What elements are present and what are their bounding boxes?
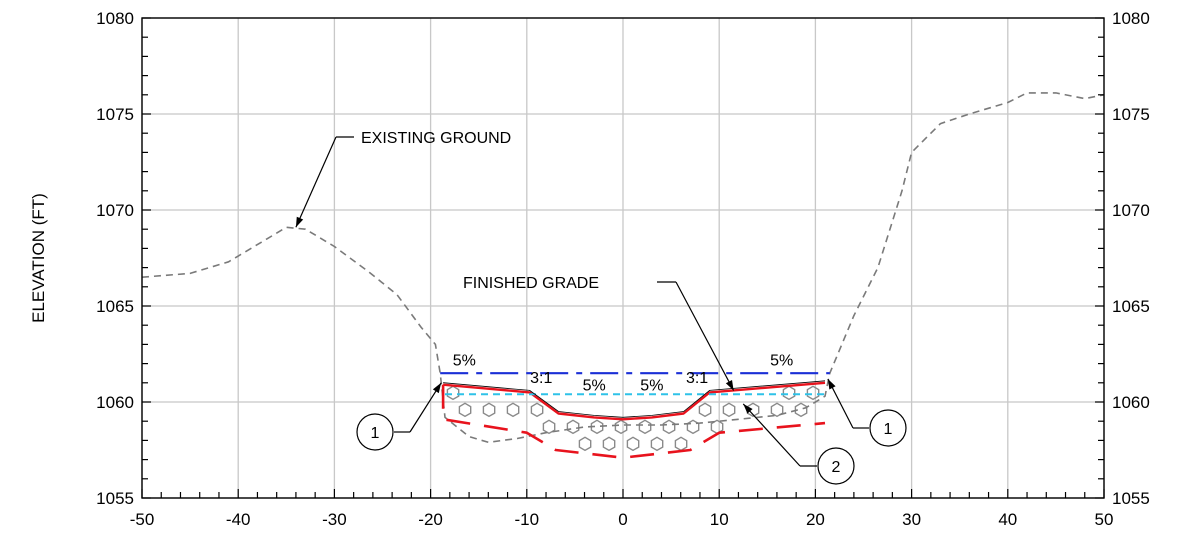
y-axis-label: ELEVATION (FT) — [29, 193, 48, 323]
x-tick-label: 30 — [902, 510, 921, 529]
x-tick-label: -20 — [418, 510, 443, 529]
x-tick-label: 0 — [618, 510, 627, 529]
gravel-hexagon — [578, 436, 592, 452]
annotations: 5% 5% 3:1 3:1 5% 5% EXISTING GROUND FINISHED GR… — [295, 130, 907, 485]
slope-label: 5% — [770, 353, 793, 370]
y-tick-label-left: 1080 — [96, 9, 134, 28]
y-tick-label-right: 1075 — [1112, 105, 1150, 124]
y-tick-label-right: 1065 — [1112, 297, 1150, 316]
gravel-hexagon — [482, 402, 496, 418]
tick-layer — [141, 17, 1105, 499]
x-tick-label: 20 — [806, 510, 825, 529]
slope-label: 3:1 — [686, 370, 708, 387]
grid — [141, 17, 1105, 499]
y-tick-label-right: 1080 — [1112, 9, 1150, 28]
gravel-hexagon — [626, 436, 640, 452]
x-tick-label: 10 — [710, 510, 729, 529]
y-tick-label-right: 1070 — [1112, 201, 1150, 220]
gravel-hexagon — [674, 436, 688, 452]
finished-grade-arrow — [675, 281, 735, 391]
series-subgrade — [441, 384, 826, 459]
y-tick-label-right: 1060 — [1112, 393, 1150, 412]
callout-number: 2 — [832, 459, 841, 476]
gravel-hexagon — [770, 402, 784, 418]
gravel-hexagon — [614, 419, 628, 435]
x-tick-label: -40 — [226, 510, 251, 529]
gravel-hexagon — [722, 402, 736, 418]
x-tick-label: 40 — [998, 510, 1017, 529]
gravel-hexagon — [566, 419, 580, 435]
finished-grade-arrow-head — [725, 380, 734, 391]
existing-ground-label: EXISTING GROUND — [361, 130, 511, 147]
gravel-hexagon — [530, 402, 544, 418]
slope-label: 5% — [453, 353, 476, 370]
y-tick-label-left: 1070 — [96, 201, 134, 220]
gravel-hexagon — [542, 419, 556, 435]
callout-arrow — [742, 403, 801, 467]
y-tick-label-right: 1055 — [1112, 489, 1150, 508]
y-tick-label-left: 1075 — [96, 105, 134, 124]
slope-label: 5% — [583, 377, 606, 394]
series-existing-ground — [142, 92, 1104, 444]
slope-label: 3:1 — [530, 370, 552, 387]
callout-arrow-head — [432, 382, 442, 394]
series-layer — [142, 92, 1104, 459]
existing-ground-arrow-head — [295, 216, 304, 228]
y-tick-label-left: 1065 — [96, 297, 134, 316]
gravel-hexagon — [650, 436, 664, 452]
gravel-hexagon — [806, 385, 820, 401]
gravel-hexagon — [686, 419, 700, 435]
finished-grade-label: FINISHED GRADE — [463, 275, 599, 292]
gravel-hexagon — [506, 402, 520, 418]
gravel-hexagon — [458, 402, 472, 418]
y-tick-label-left: 1055 — [96, 489, 134, 508]
x-tick-label: -10 — [515, 510, 540, 529]
callout-arrow-head — [827, 378, 836, 390]
gravel-hexagon — [602, 436, 616, 452]
callout-circle — [869, 409, 907, 447]
y-tick-label-left: 1060 — [96, 393, 134, 412]
series-finished-grade — [442, 381, 826, 421]
callout-circle — [817, 447, 855, 485]
x-tick-label: 50 — [1095, 510, 1114, 529]
gravel-hexagon — [698, 402, 712, 418]
x-tick-label: -30 — [322, 510, 347, 529]
callout-arrow-head — [743, 403, 753, 414]
slope-label: 5% — [640, 377, 663, 394]
gravel-hexagon — [782, 385, 796, 401]
gravel-hexagon — [662, 419, 676, 435]
gravel-hexagon — [590, 419, 604, 435]
existing-ground-arrow — [295, 136, 337, 228]
tick-labels: -50 -40 -30 -20 -10 0 10 20 30 40 50 1055 1055 1060 10… — [96, 9, 1150, 529]
gravel-hexagon — [446, 385, 460, 401]
gravel-hexagon — [638, 419, 652, 435]
callout-number: 1 — [884, 421, 893, 438]
finished-grade-edge — [443, 380, 826, 418]
callout-number: 1 — [371, 425, 380, 442]
callout-circle — [356, 413, 394, 451]
x-tick-label: -50 — [130, 510, 155, 529]
